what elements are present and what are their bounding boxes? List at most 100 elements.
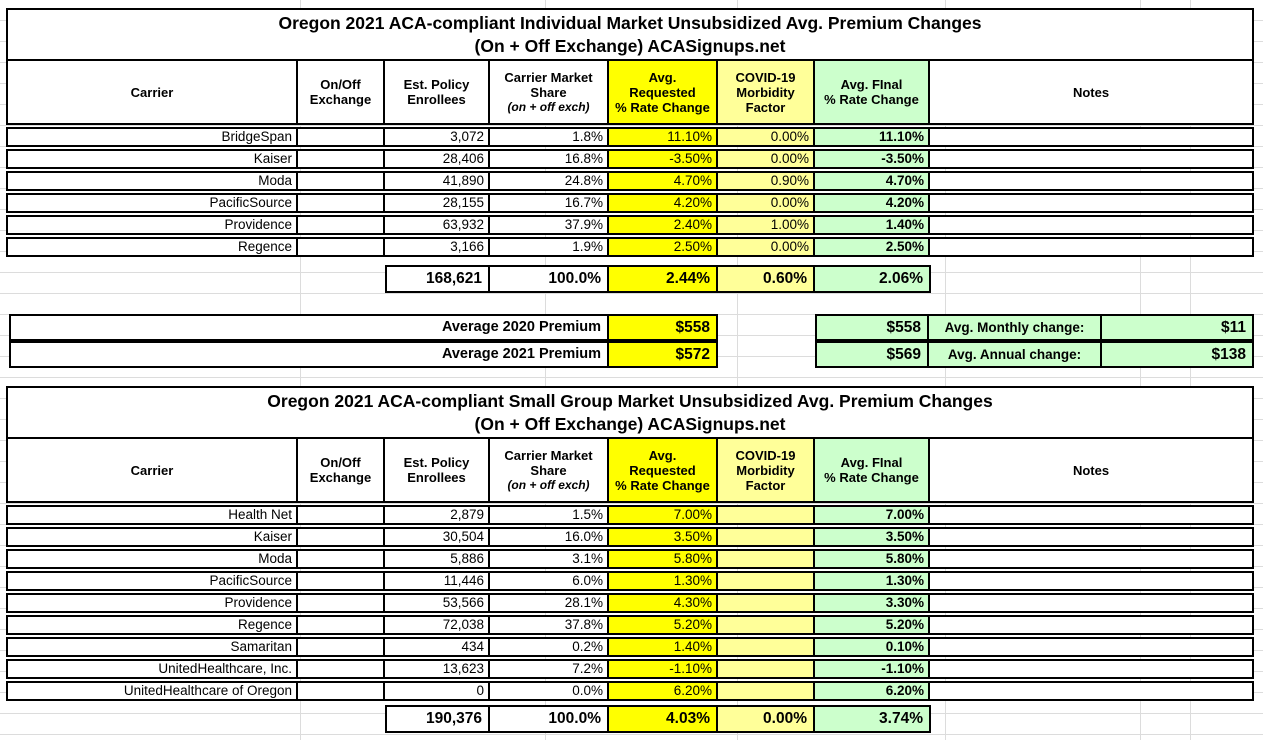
row-cell-notes[interactable] [930, 129, 1252, 145]
row-cell-notes[interactable] [930, 617, 1252, 633]
row-cell-final[interactable]: -3.50% [815, 151, 930, 167]
row-cell-covid[interactable] [718, 617, 815, 633]
column-header-enrollees[interactable]: Est. Policy Enrollees [385, 61, 490, 123]
row-cell-share[interactable]: 7.2% [490, 661, 609, 677]
row-cell-exchange[interactable] [298, 239, 385, 255]
row-cell-share[interactable]: 1.5% [490, 507, 609, 523]
column-header-carrier[interactable]: Carrier [8, 61, 298, 123]
row-cell-enrollees[interactable]: 30,504 [385, 529, 490, 545]
avg-2020-premium-label[interactable]: Average 2020 Premium [11, 316, 609, 339]
row-cell-requested[interactable]: 7.00% [609, 507, 718, 523]
row-cell-share[interactable]: 1.8% [490, 129, 609, 145]
row-cell-exchange[interactable] [298, 573, 385, 589]
row-cell-share[interactable]: 6.0% [490, 573, 609, 589]
column-header-enrollees[interactable]: Est. Policy Enrollees [385, 439, 490, 501]
row-cell-carrier[interactable]: Health Net [8, 507, 298, 523]
row-cell-requested[interactable]: -3.50% [609, 151, 718, 167]
row-cell-enrollees[interactable]: 41,890 [385, 173, 490, 189]
avg-2021-premium-value[interactable]: $572 [609, 343, 716, 366]
row-cell-final[interactable]: 2.50% [815, 239, 930, 255]
row-cell-notes[interactable] [930, 595, 1252, 611]
column-header-exchange[interactable]: On/Off Exchange [298, 439, 385, 501]
row-cell-final[interactable]: 0.10% [815, 639, 930, 655]
row-cell-requested[interactable]: 4.30% [609, 595, 718, 611]
row-cell-requested[interactable]: 5.80% [609, 551, 718, 567]
row-cell-carrier[interactable]: Kaiser [8, 151, 298, 167]
row-cell-covid[interactable] [718, 595, 815, 611]
column-header-requested[interactable]: Avg. Requested % Rate Change [609, 439, 718, 501]
row-cell-requested[interactable]: 6.20% [609, 683, 718, 699]
row-cell-carrier[interactable]: Providence [8, 217, 298, 233]
row-cell-requested[interactable]: 2.40% [609, 217, 718, 233]
row-cell-exchange[interactable] [298, 683, 385, 699]
row-cell-enrollees[interactable]: 3,166 [385, 239, 490, 255]
row-cell-carrier[interactable]: Kaiser [8, 529, 298, 545]
avg-2021-premium-label[interactable]: Average 2021 Premium [11, 343, 609, 366]
row-cell-carrier[interactable]: Moda [8, 173, 298, 189]
row-cell-carrier[interactable]: Providence [8, 595, 298, 611]
row-cell-final[interactable]: 6.20% [815, 683, 930, 699]
row-cell-covid[interactable] [718, 507, 815, 523]
row-cell-enrollees[interactable]: 53,566 [385, 595, 490, 611]
row-cell-enrollees[interactable]: 72,038 [385, 617, 490, 633]
row-cell-share[interactable]: 37.8% [490, 617, 609, 633]
row-cell-enrollees[interactable]: 434 [385, 639, 490, 655]
avg-annual-change-label[interactable]: Avg. Annual change: [929, 343, 1102, 366]
totals-final-cell[interactable]: 2.06% [815, 267, 929, 291]
row-cell-enrollees[interactable]: 28,155 [385, 195, 490, 211]
row-cell-final[interactable]: 7.00% [815, 507, 930, 523]
row-cell-covid[interactable] [718, 639, 815, 655]
row-cell-requested[interactable]: 11.10% [609, 129, 718, 145]
column-header-carrier[interactable]: Carrier [8, 439, 298, 501]
row-cell-covid[interactable]: 0.90% [718, 173, 815, 189]
totals-share-cell[interactable]: 100.0% [490, 707, 609, 731]
row-cell-exchange[interactable] [298, 529, 385, 545]
row-cell-share[interactable]: 16.7% [490, 195, 609, 211]
row-cell-requested[interactable]: 3.50% [609, 529, 718, 545]
row-cell-exchange[interactable] [298, 595, 385, 611]
row-cell-exchange[interactable] [298, 217, 385, 233]
row-cell-covid[interactable]: 0.00% [718, 239, 815, 255]
column-header-final[interactable]: Avg. FInal % Rate Change [815, 61, 930, 123]
row-cell-requested[interactable]: 2.50% [609, 239, 718, 255]
row-cell-requested[interactable]: -1.10% [609, 661, 718, 677]
avg-2020-final-premium-value[interactable]: $558 [817, 316, 929, 339]
row-cell-share[interactable]: 0.2% [490, 639, 609, 655]
row-cell-exchange[interactable] [298, 661, 385, 677]
row-cell-covid[interactable]: 1.00% [718, 217, 815, 233]
row-cell-notes[interactable] [930, 573, 1252, 589]
row-cell-requested[interactable]: 4.70% [609, 173, 718, 189]
row-cell-share[interactable]: 24.8% [490, 173, 609, 189]
column-header-final[interactable]: Avg. FInal % Rate Change [815, 439, 930, 501]
row-cell-carrier[interactable]: Samaritan [8, 639, 298, 655]
avg-2021-final-premium-value[interactable]: $569 [817, 343, 929, 366]
row-cell-carrier[interactable]: PacificSource [8, 195, 298, 211]
totals-covid-cell[interactable]: 0.00% [718, 707, 815, 731]
row-cell-exchange[interactable] [298, 129, 385, 145]
row-cell-exchange[interactable] [298, 173, 385, 189]
row-cell-final[interactable]: 4.70% [815, 173, 930, 189]
totals-enrollees-cell[interactable]: 168,621 [387, 267, 490, 291]
totals-final-cell[interactable]: 3.74% [815, 707, 929, 731]
row-cell-requested[interactable]: 1.40% [609, 639, 718, 655]
row-cell-final[interactable]: 11.10% [815, 129, 930, 145]
row-cell-covid[interactable]: 0.00% [718, 129, 815, 145]
column-header-covid[interactable]: COVID-19 Morbidity Factor [718, 439, 815, 501]
column-header-requested[interactable]: Avg. Requested % Rate Change [609, 61, 718, 123]
avg-monthly-change-label[interactable]: Avg. Monthly change: [929, 316, 1102, 339]
row-cell-covid[interactable] [718, 573, 815, 589]
row-cell-final[interactable]: -1.10% [815, 661, 930, 677]
row-cell-carrier[interactable]: UnitedHealthcare, Inc. [8, 661, 298, 677]
row-cell-share[interactable]: 0.0% [490, 683, 609, 699]
column-header-notes[interactable]: Notes [1072, 84, 1110, 100]
avg-2020-premium-value[interactable]: $558 [609, 316, 716, 339]
row-cell-carrier[interactable]: PacificSource [8, 573, 298, 589]
row-cell-share[interactable]: 1.9% [490, 239, 609, 255]
row-cell-enrollees[interactable]: 13,623 [385, 661, 490, 677]
row-cell-covid[interactable] [718, 661, 815, 677]
row-cell-notes[interactable] [930, 217, 1252, 233]
row-cell-covid[interactable]: 0.00% [718, 195, 815, 211]
row-cell-notes[interactable] [930, 551, 1252, 567]
row-cell-enrollees[interactable]: 11,446 [385, 573, 490, 589]
row-cell-notes[interactable] [930, 639, 1252, 655]
